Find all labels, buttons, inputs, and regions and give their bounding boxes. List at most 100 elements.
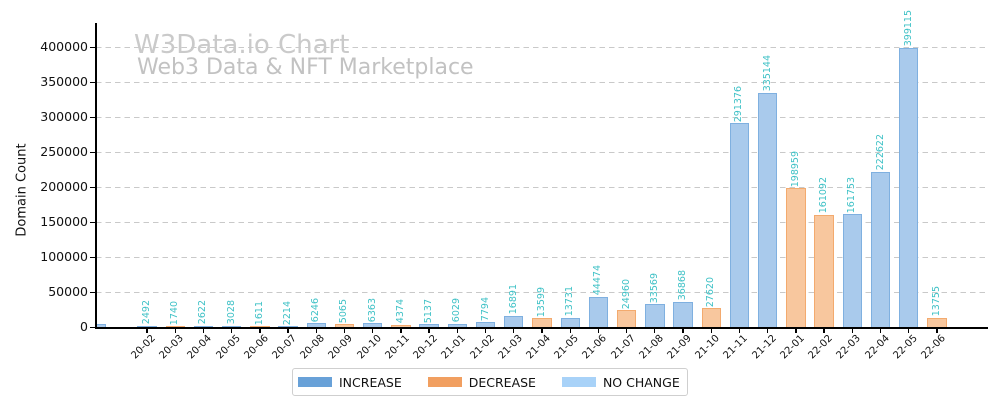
x-tick-label: 20-10 <box>355 332 384 361</box>
x-tick-label: 20-03 <box>157 332 186 361</box>
bar-value-label: 13755 <box>930 286 942 317</box>
bar-value-label: 3028 <box>225 300 237 325</box>
y-axis-line <box>95 23 97 329</box>
x-tick-label: 22-03 <box>834 332 864 361</box>
y-tick-label: 100000 <box>40 249 88 265</box>
x-tick-label: 21-07 <box>609 332 638 361</box>
legend-label: INCREASE <box>339 374 402 390</box>
x-tick-mark <box>259 328 261 334</box>
bar-value-label: 2214 <box>282 300 294 325</box>
x-tick-label: 20-11 <box>383 332 412 361</box>
gridline <box>96 222 988 224</box>
bar-22-01 <box>786 188 806 328</box>
bar-value-label: 399115 <box>902 10 914 47</box>
gridline <box>96 116 988 118</box>
legend-label: DECREASE <box>468 374 536 390</box>
x-tick-label: 22-06 <box>919 332 948 361</box>
bar-value-label: 6363 <box>366 297 378 322</box>
x-tick-mark <box>372 328 374 334</box>
x-tick-mark <box>710 328 712 334</box>
bar-22-05 <box>899 47 919 328</box>
x-tick-mark <box>315 328 317 334</box>
bar-value-label: 198959 <box>789 150 801 187</box>
legend-swatch-no-change <box>561 377 596 387</box>
watermark-subtitle: Web3 Data & NFT Marketplace <box>137 55 474 80</box>
legend: INCREASE DECREASE NO CHANGE <box>292 368 688 396</box>
bar-21-08 <box>645 304 665 328</box>
x-tick-mark <box>400 328 402 334</box>
bar-value-label: 16891 <box>507 284 519 315</box>
y-tick-mark <box>89 327 96 329</box>
x-tick-label: 21-01 <box>439 332 469 361</box>
x-tick-mark <box>936 328 938 334</box>
y-tick-label: 150000 <box>40 214 88 230</box>
x-tick-label: 20-05 <box>214 332 243 361</box>
x-tick-mark <box>343 328 346 334</box>
x-tick-label: 21-05 <box>552 332 581 361</box>
bar-value-label: 161092 <box>818 177 830 214</box>
x-tick-mark <box>908 328 910 334</box>
x-tick-mark <box>484 328 487 334</box>
x-tick-mark <box>823 328 825 334</box>
bar-value-label: 44474 <box>592 264 604 296</box>
legend-item-decrease: DECREASE <box>427 374 536 390</box>
y-tick-label: 300000 <box>40 108 88 124</box>
bar-value-label: 1740 <box>169 300 181 325</box>
y-tick-mark <box>89 116 96 119</box>
x-tick-label: 21-12 <box>750 332 779 361</box>
legend-label: NO CHANGE <box>602 374 680 390</box>
bar-21-03 <box>504 315 524 328</box>
x-tick-label: 21-03 <box>496 332 525 361</box>
x-tick-label: 20-08 <box>298 332 328 361</box>
bar-value-label: 33569 <box>648 272 660 303</box>
x-tick-label: 20-09 <box>326 332 356 361</box>
x-tick-label: 21-04 <box>524 332 553 361</box>
bar-value-label: 2622 <box>197 300 209 325</box>
x-tick-label: 21-02 <box>468 332 497 361</box>
gridline <box>96 292 988 294</box>
bar-value-label: 13731 <box>564 286 576 317</box>
gridline <box>96 257 988 259</box>
bar-21-06 <box>588 296 609 328</box>
bar-value-label: 335144 <box>761 55 773 92</box>
x-tick-label: 21-11 <box>721 332 751 361</box>
x-tick-label: 22-02 <box>806 332 835 361</box>
x-tick-label: 20-02 <box>129 332 158 361</box>
y-tick-label: 200000 <box>40 179 88 195</box>
x-tick-label: 20-12 <box>411 332 440 361</box>
x-tick-label: 21-06 <box>580 332 610 361</box>
x-tick-label: 20-07 <box>270 332 299 361</box>
bar-value-label: 4374 <box>394 299 406 324</box>
gridline <box>96 151 988 154</box>
y-tick-label: 400000 <box>40 38 88 54</box>
y-tick-mark <box>89 46 96 48</box>
bar-value-label: 27620 <box>705 276 717 307</box>
gridline <box>96 186 988 189</box>
y-tick-mark <box>89 151 96 154</box>
x-tick-mark <box>541 328 543 334</box>
bar-value-label: 1611 <box>253 300 265 325</box>
y-tick-label: 50000 <box>48 284 88 300</box>
y-tick-label: 350000 <box>40 73 88 89</box>
y-tick-mark <box>89 222 96 224</box>
x-tick-label: 20-04 <box>185 332 215 361</box>
x-axis-line <box>95 327 989 329</box>
bar-value-label: 6029 <box>451 297 463 323</box>
x-tick-mark <box>879 328 882 334</box>
y-tick-label: 0 <box>80 319 88 335</box>
bar-21-10 <box>701 308 721 328</box>
x-tick-mark <box>738 328 741 334</box>
x-tick-label: 22-04 <box>863 332 892 361</box>
bar-value-label: 5065 <box>338 298 350 323</box>
x-tick-mark <box>654 328 656 334</box>
bar-value-label: 291376 <box>733 85 745 122</box>
x-tick-mark <box>230 328 233 334</box>
x-tick-mark <box>625 328 628 334</box>
x-tick-label: 22-01 <box>778 332 807 361</box>
x-tick-mark <box>456 328 458 334</box>
bar-22-04 <box>870 171 891 328</box>
x-tick-label: 22-05 <box>891 332 920 361</box>
legend-swatch-increase <box>298 377 332 387</box>
y-tick-mark <box>89 257 96 259</box>
